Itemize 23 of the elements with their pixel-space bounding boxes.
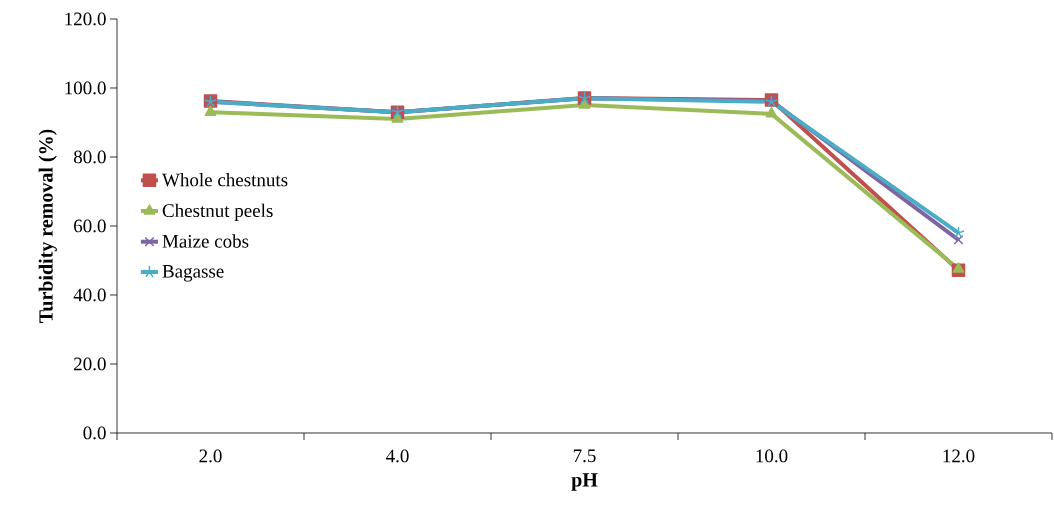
- legend-label: Maize cobs: [162, 234, 249, 248]
- x-tick-label: 2.0: [199, 449, 222, 463]
- x-tick-label: 10.0: [756, 449, 788, 463]
- y-tick-label: 120.0: [65, 12, 106, 26]
- point: [952, 262, 965, 273]
- y-tick-label: 60.0: [74, 219, 106, 233]
- y-axis-title: Turbidity removal (%): [38, 129, 57, 323]
- y-tick-label: 80.0: [73, 150, 106, 164]
- point: [204, 105, 217, 116]
- y-tick-label: 40.0: [73, 288, 106, 302]
- legend-label: Bagasse: [162, 265, 224, 282]
- point: [953, 234, 964, 245]
- point: [952, 226, 965, 239]
- point: [765, 107, 778, 118]
- y-tick-label: 100.0: [65, 81, 106, 95]
- y-tick-label: 20.0: [74, 357, 106, 371]
- x-tick-label: 4.0: [386, 449, 409, 463]
- x-axis-title: pH: [571, 473, 598, 491]
- legend-label: Whole chestnuts: [162, 173, 288, 187]
- x-tick-label: 12.0: [943, 449, 975, 463]
- legend-label: Chestnut peels: [162, 203, 273, 221]
- x-tick-label: 7.5: [573, 449, 596, 463]
- y-tick-label: 0.0: [83, 426, 106, 440]
